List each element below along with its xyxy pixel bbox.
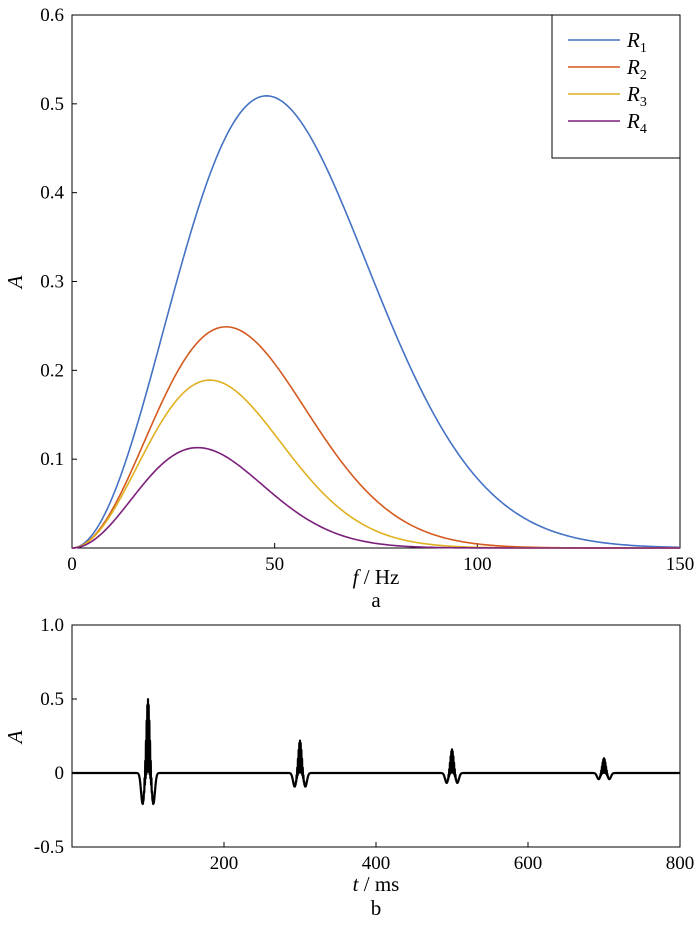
y-tick-label-b: 0 bbox=[55, 763, 65, 784]
series-group-a bbox=[71, 95, 681, 549]
y-tick-label-b: 1.0 bbox=[40, 615, 64, 636]
x-axis-label-b: t / ms bbox=[353, 872, 400, 896]
x-axis-var-a: f bbox=[353, 565, 362, 589]
legend-label-r2: R2 bbox=[626, 55, 647, 83]
x-axis-unit-b: / ms bbox=[359, 872, 400, 896]
y-axis-label-b: A bbox=[3, 730, 27, 745]
legend-box bbox=[551, 14, 681, 159]
y-tick-label-b: 0.5 bbox=[40, 689, 64, 710]
y-tick-label-a: 0.5 bbox=[40, 94, 64, 115]
x-tick-label-b: 200 bbox=[210, 853, 239, 874]
y-tick-label-b: -0.5 bbox=[34, 837, 64, 858]
x-tick-label-a: 0 bbox=[67, 554, 77, 575]
x-axis-unit-a: / Hz bbox=[359, 565, 400, 589]
y-tick-label-a: 0.2 bbox=[40, 360, 64, 381]
series-line-r1 bbox=[71, 95, 681, 549]
y-tick-label-a: 0.4 bbox=[40, 183, 64, 204]
trace-line bbox=[70, 698, 681, 806]
panel-label-b: b bbox=[371, 896, 382, 920]
y-ticks-b: -0.5 0 0.5 1.0 bbox=[34, 615, 77, 858]
x-tick-label-a: 150 bbox=[666, 554, 695, 575]
x-tick-label-b: 400 bbox=[362, 853, 391, 874]
y-ticks-a: 0.1 0.2 0.3 0.4 0.5 0.6 bbox=[40, 5, 77, 470]
legend-label-r4: R4 bbox=[626, 109, 647, 137]
x-axis-var-b: t bbox=[353, 872, 360, 896]
x-ticks-b: 200 400 600 800 bbox=[210, 842, 695, 874]
y-axis-label-a: A bbox=[3, 275, 27, 290]
plot-frame-b bbox=[71, 624, 681, 848]
x-tick-label-b: 600 bbox=[514, 853, 543, 874]
legend-label-r1: R1 bbox=[626, 28, 647, 56]
x-axis-label-a: f / Hz bbox=[353, 565, 400, 589]
series-group-b bbox=[70, 698, 681, 806]
y-tick-label-a: 0.3 bbox=[40, 272, 64, 293]
y-tick-label-a: 0.6 bbox=[40, 5, 64, 26]
legend-label-r3: R3 bbox=[626, 82, 647, 110]
series-line-r4 bbox=[71, 446, 680, 549]
x-tick-label-b: 800 bbox=[666, 853, 695, 874]
panel-b: -0.5 0 0.5 1.0 200 400 600 800 A t / ms b bbox=[3, 615, 694, 920]
series-line-r2 bbox=[71, 325, 680, 549]
x-tick-label-a: 100 bbox=[463, 554, 492, 575]
y-tick-label-a: 0.1 bbox=[40, 449, 64, 470]
x-ticks-a: 0 50 100 150 bbox=[67, 543, 694, 575]
x-tick-label-a: 50 bbox=[265, 554, 284, 575]
panel-label-a: a bbox=[371, 588, 381, 612]
